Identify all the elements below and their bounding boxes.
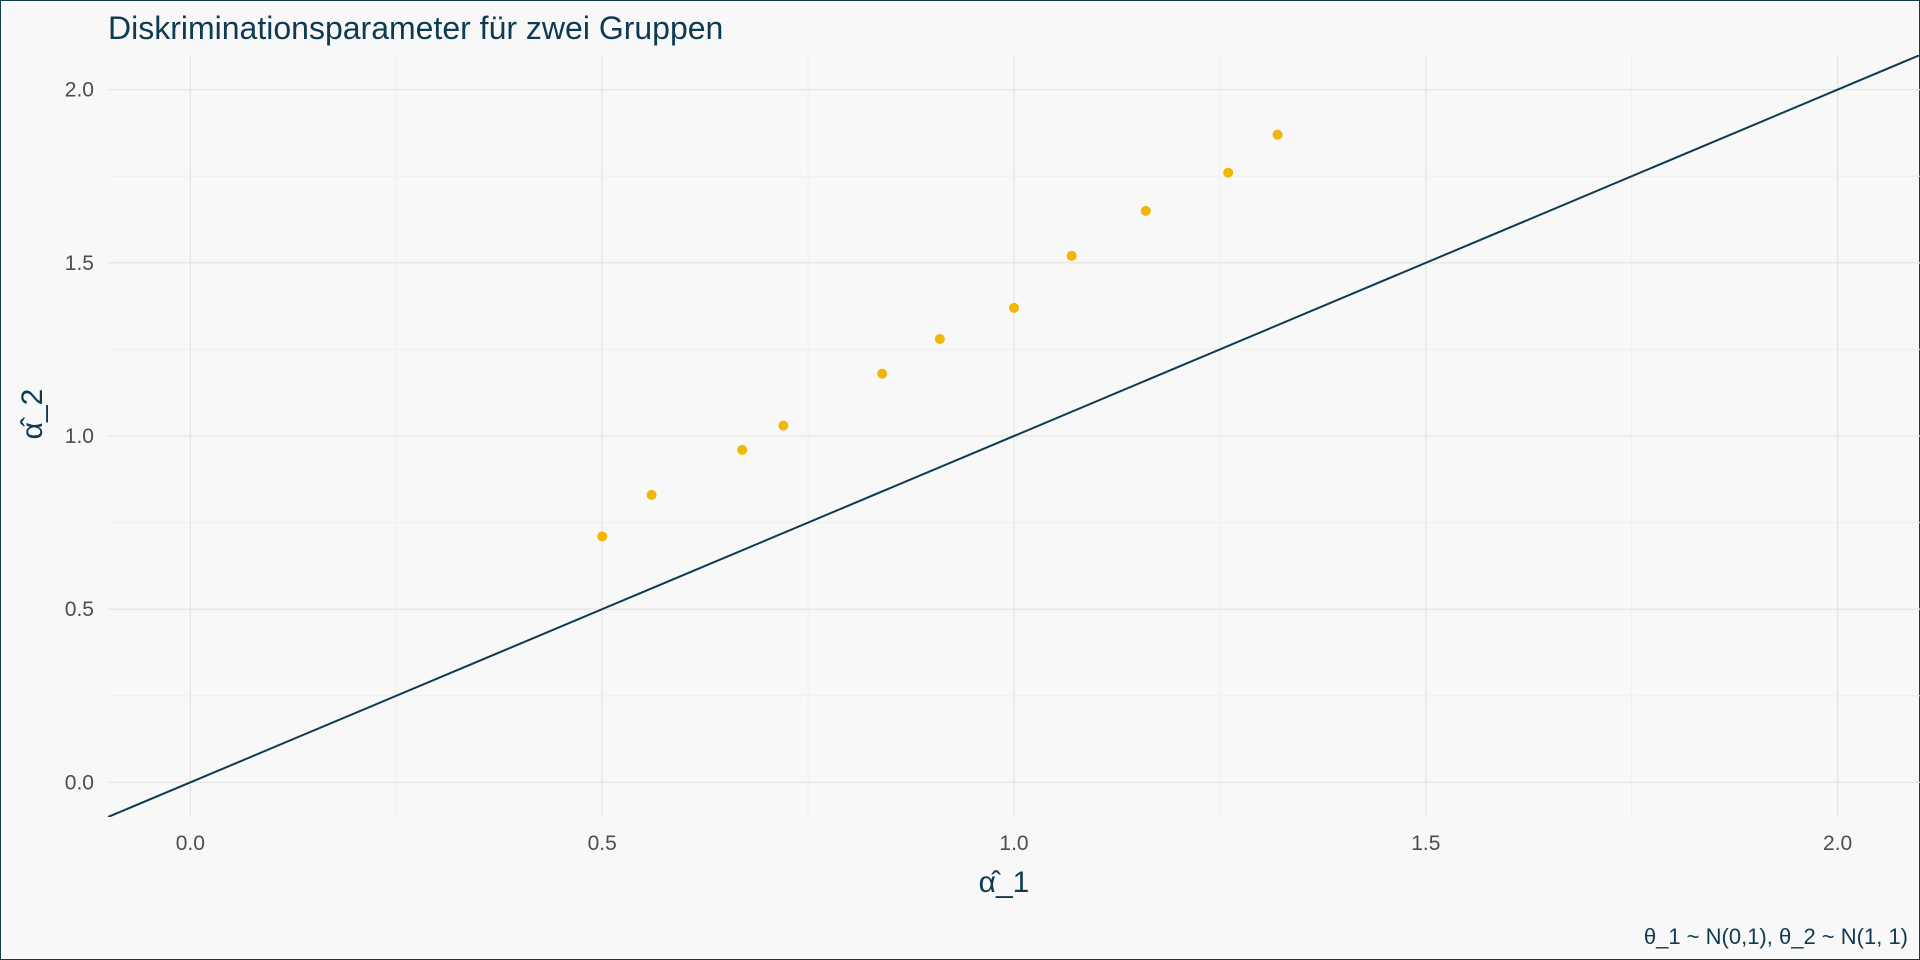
x-tick-label: 1.0 — [999, 832, 1028, 855]
x-axis-ticks: 0.0 0.5 1.0 1.5 2.0 — [176, 832, 1852, 855]
y-tick-label: 0.0 — [65, 771, 94, 794]
data-point — [737, 444, 748, 455]
data-point — [877, 368, 888, 379]
data-point — [1272, 129, 1283, 140]
data-point — [646, 489, 657, 500]
y-tick-label: 0.5 — [65, 598, 94, 621]
data-point — [1009, 302, 1019, 313]
y-tick-label: 1.5 — [65, 252, 94, 275]
reference-line-layer — [108, 55, 1920, 817]
data-point — [1223, 167, 1234, 178]
data-point — [934, 334, 945, 345]
points-layer — [597, 129, 1283, 542]
data-point — [597, 531, 608, 542]
x-tick-label: 2.0 — [1823, 832, 1852, 855]
data-point — [778, 420, 789, 431]
y-axis-ticks: 0.0 0.5 1.0 1.5 2.0 — [65, 79, 94, 795]
x-tick-label: 0.0 — [176, 832, 205, 855]
data-point — [1066, 250, 1077, 261]
x-tick-label: 0.5 — [588, 832, 617, 855]
x-axis-title: α̂_1 — [979, 866, 1030, 899]
data-point — [1140, 205, 1151, 216]
y-tick-label: 1.0 — [65, 425, 94, 448]
y-axis-title: α̂_2 — [16, 389, 49, 440]
chart-title: Diskriminationsparameter für zwei Gruppe… — [108, 10, 724, 46]
reference-line — [108, 55, 1920, 817]
chart-caption: θ_1 ~ N(0,1), θ_2 ~ N(1, 1) — [1643, 924, 1908, 949]
x-tick-label: 1.5 — [1411, 832, 1440, 855]
y-tick-label: 2.0 — [65, 79, 94, 102]
